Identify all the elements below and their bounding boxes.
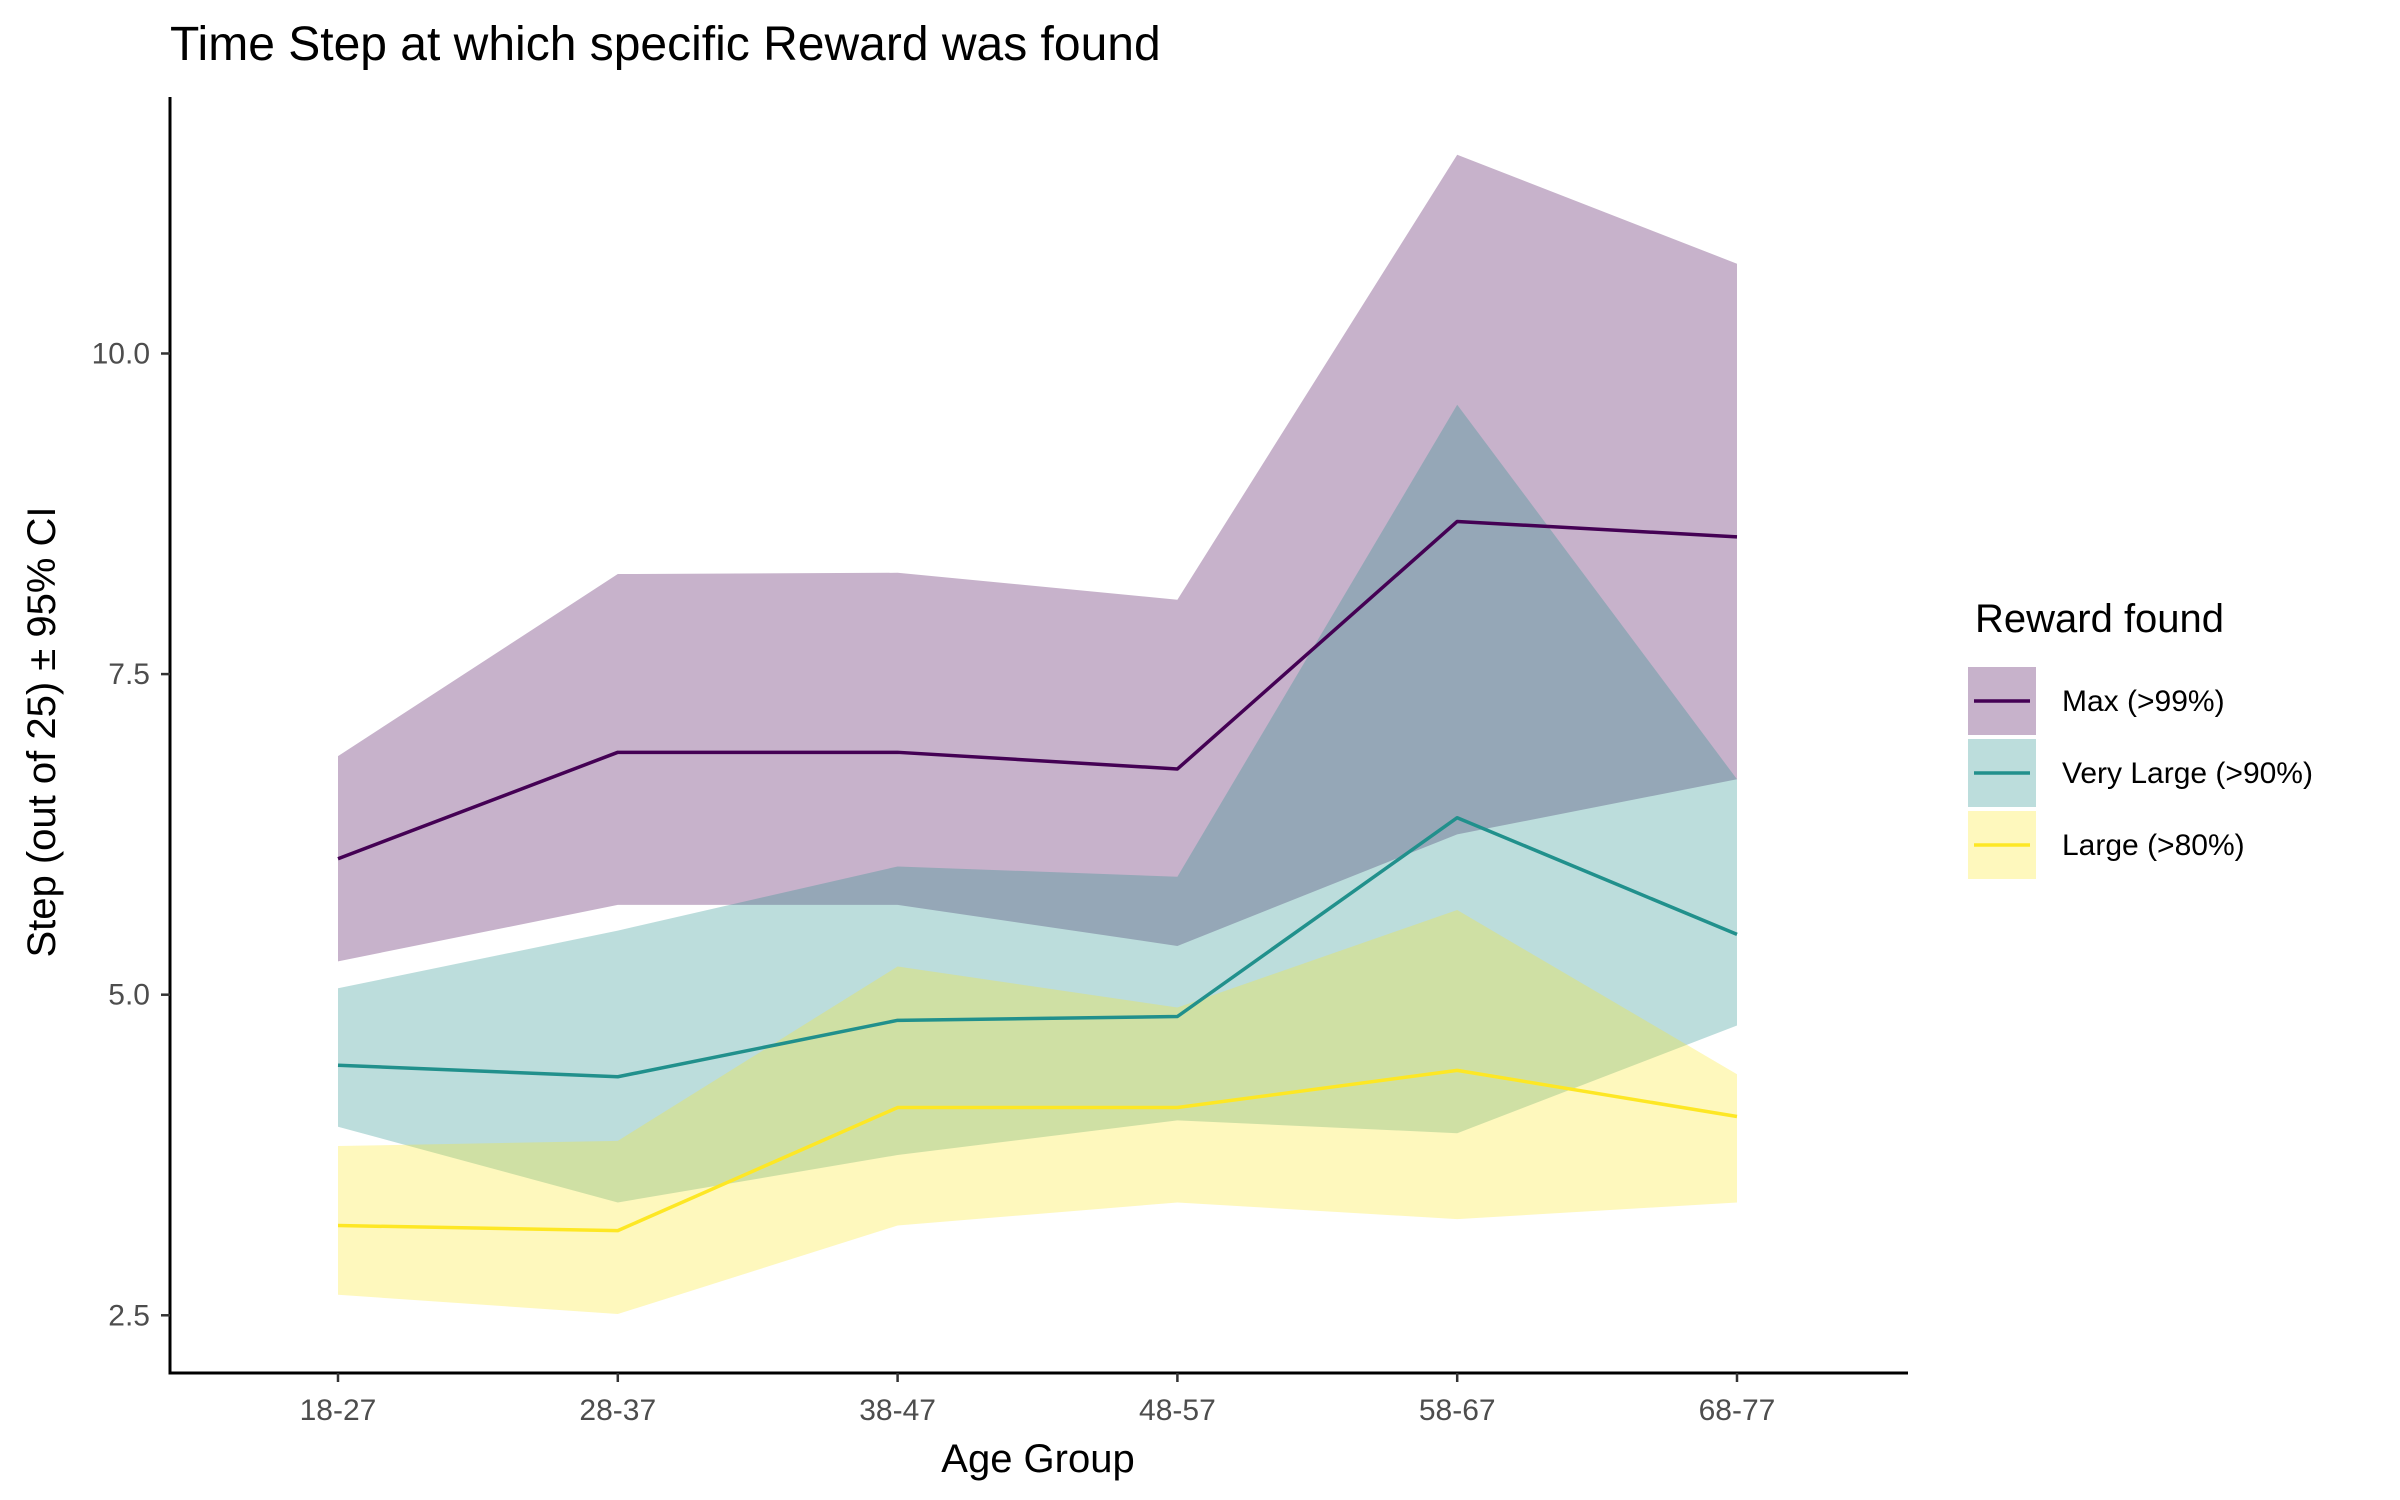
- y-ticks: 2.5 5.0 7.5 10.0: [92, 337, 170, 1332]
- legend-title: Reward found: [1975, 597, 2224, 641]
- series-line-max-99: [337, 519, 1738, 861]
- series-lines: [337, 519, 1738, 1233]
- ci-bands: [338, 154, 1737, 1315]
- ci-band-max-99: [338, 154, 1737, 962]
- y-tick-label: 2.5: [108, 1299, 150, 1332]
- legend-label-large-80: Large (>80%): [2062, 829, 2245, 862]
- series-line-large-80: [337, 1068, 1738, 1233]
- x-tick-label: 48-57: [1139, 1394, 1216, 1427]
- x-ticks: 18-27 28-37 38-47 48-57 58-67 68-77: [300, 1373, 1776, 1427]
- x-axis-title: Age Group: [941, 1437, 1134, 1481]
- y-tick-label: 10.0: [92, 337, 150, 370]
- y-tick-label: 5.0: [108, 979, 150, 1012]
- series-line-very-large-90: [337, 815, 1738, 1079]
- ci-band-large-80: [338, 910, 1737, 1315]
- legend-label-max-99: Max (>99%): [2062, 685, 2225, 718]
- legend: Reward found Max (>99%) Very Large (>90%)…: [1968, 597, 2313, 879]
- y-tick-label: 7.5: [108, 658, 150, 691]
- ci-band-very-large-90: [338, 404, 1737, 1203]
- x-tick-label: 28-37: [579, 1394, 656, 1427]
- chart-title: Time Step at which specific Reward was f…: [170, 18, 1161, 71]
- axes: [168, 97, 1908, 1375]
- y-axis-title: Step (out of 25) ± 95% CI: [20, 506, 64, 957]
- x-tick-label: 18-27: [300, 1394, 377, 1427]
- x-tick-label: 68-77: [1699, 1394, 1776, 1427]
- x-tick-label: 58-67: [1419, 1394, 1496, 1427]
- x-tick-label: 38-47: [859, 1394, 936, 1427]
- legend-label-very-large-90: Very Large (>90%): [2062, 757, 2313, 790]
